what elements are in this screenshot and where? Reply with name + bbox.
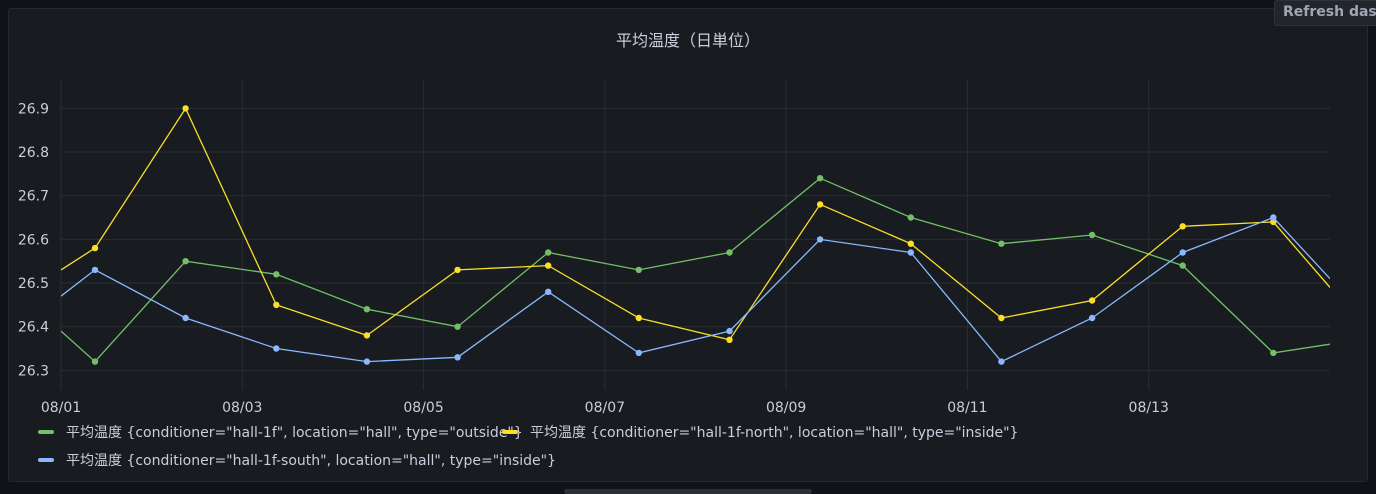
data-point [182,258,189,265]
data-point [998,358,1005,365]
series-line-1 [61,107,1330,341]
x-tick-label: 08/05 [403,400,443,416]
data-point [1270,349,1277,357]
data-point [1088,314,1096,322]
legend-label: 平均温度 {conditioner="hall-1f-north", locat… [530,425,1019,441]
data-point [91,266,99,274]
data-point [1088,297,1096,304]
series-line-0 [61,177,1330,363]
data-point [726,327,733,335]
data-point [998,314,1005,322]
legend-item-north[interactable]: 平均温度 {conditioner="hall-1f-north", locat… [502,422,1018,442]
data-point [363,332,371,339]
data-point [1088,231,1096,239]
data-point [635,314,642,322]
legend-swatch [38,458,54,462]
chart-panel: 平均温度（日単位） [8,8,1368,482]
y-tick-label: 26.7 [18,189,49,205]
data-point [816,201,824,208]
data-point [1179,249,1186,256]
data-point [545,288,552,295]
x-tick-label: 08/09 [766,400,806,416]
data-point [907,249,914,256]
data-point [1179,262,1186,269]
y-tick-label: 26.8 [18,145,49,161]
x-tick-label: 08/03 [222,400,262,416]
data-point [635,266,642,274]
data-point [273,271,280,278]
data-point [907,240,914,247]
data-point [363,358,371,365]
y-tick-label: 26.9 [18,101,49,117]
data-point [91,358,99,365]
y-tick-label: 26.6 [18,232,49,248]
data-point [816,236,824,243]
data-point [363,306,371,313]
series-line-2 [61,216,1330,363]
y-tick-label: 26.5 [18,276,49,292]
data-point [726,336,733,343]
data-point [998,240,1005,247]
data-point [454,266,461,274]
data-point [545,262,552,269]
data-point [182,314,189,322]
legend-swatch [38,430,54,434]
data-point [907,214,914,221]
data-point [182,105,189,112]
refresh-dashboard-button[interactable]: Refresh dashboard [1274,0,1376,26]
data-point [454,323,461,330]
panel-title: 平均温度（日単位） [615,31,760,50]
data-point [726,249,733,256]
data-point [1270,214,1277,221]
y-tick-label: 26.4 [18,320,49,336]
legend-item-outside[interactable]: 平均温度 {conditioner="hall-1f", location="h… [38,422,523,442]
y-tick-label: 26.3 [18,363,49,379]
legend-label: 平均温度 {conditioner="hall-1f", location="h… [66,425,523,441]
x-tick-label: 08/07 [585,400,625,416]
legend-item-south[interactable]: 平均温度 {conditioner="hall-1f-south", locat… [38,450,556,470]
data-point [273,345,280,352]
legend-swatch [502,430,518,434]
x-tick-label: 08/11 [947,400,987,416]
data-point [454,354,461,361]
x-tick-label: 08/01 [41,400,81,416]
data-point [1270,218,1277,226]
data-point [91,244,99,252]
scrollbar[interactable] [564,489,812,494]
data-point [273,301,280,309]
data-point [1179,223,1186,230]
data-point [635,349,642,357]
data-point [545,249,552,256]
legend-label: 平均温度 {conditioner="hall-1f-south", locat… [66,453,556,469]
x-tick-label: 08/13 [1129,400,1169,416]
data-point [816,175,824,182]
